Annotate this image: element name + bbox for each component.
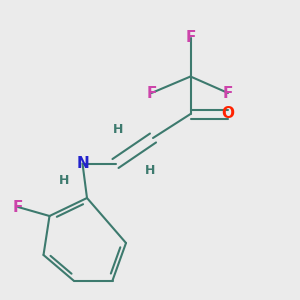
Text: H: H [145,164,155,178]
Text: F: F [223,85,233,100]
Text: N: N [76,156,89,171]
Text: F: F [185,30,196,45]
Text: H: H [113,122,124,136]
Text: F: F [13,200,23,214]
Text: H: H [59,173,70,187]
Text: O: O [221,106,235,122]
Text: F: F [146,85,157,100]
